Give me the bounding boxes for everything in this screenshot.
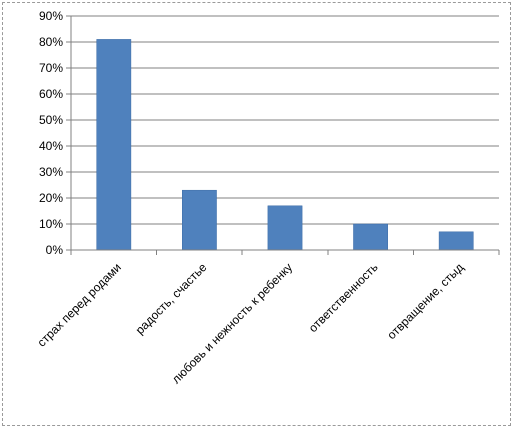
x-axis-tick-labels: страх перед родами радость, счастьелюбовь… <box>34 260 466 386</box>
y-tick-label: 60% <box>39 87 63 101</box>
y-tick-label: 20% <box>39 191 63 205</box>
y-tick-label: 30% <box>39 165 63 179</box>
x-tick-label: радость, счастье <box>133 260 210 337</box>
bar <box>182 189 217 251</box>
chart-frame <box>2 2 511 426</box>
bar <box>438 231 474 251</box>
y-tick-label: 50% <box>39 113 63 127</box>
gridlines <box>71 15 499 225</box>
bar <box>96 39 132 251</box>
y-tick-label: 90% <box>39 9 63 23</box>
y-tick-label: 0% <box>46 243 64 257</box>
bars <box>96 39 474 251</box>
axes <box>66 15 500 255</box>
y-tick-label: 40% <box>39 139 63 153</box>
y-axis-tick-labels: 0% 10% 20% 30% 40% 50% 60% 70% 80% 90% <box>39 9 63 257</box>
y-tick-label: 10% <box>39 217 63 231</box>
y-tick-label: 80% <box>39 35 63 49</box>
x-tick-label: ответственность <box>306 260 381 335</box>
bar <box>267 205 303 251</box>
bar <box>353 223 388 251</box>
x-tick-label: страх перед родами <box>34 260 123 349</box>
x-tick-label: отвращение, стыд <box>384 260 466 342</box>
y-tick-label: 70% <box>39 61 63 75</box>
